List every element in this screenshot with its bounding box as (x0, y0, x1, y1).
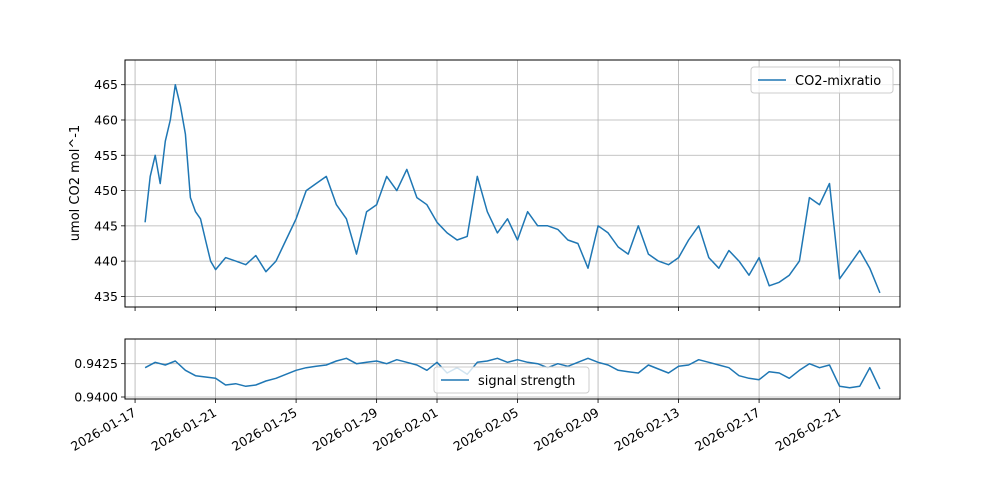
signal-y-tick-label: 0.9425 (74, 356, 118, 371)
signal-axes-frame (124, 338, 901, 400)
co2-y-tick-label: 435 (94, 289, 118, 304)
co2-legend: CO2-mixratio (750, 66, 894, 94)
co2-y-ticks: 435 440 445 450 455 460 465 (94, 77, 125, 304)
co2-x-ticks (134, 307, 841, 311)
signal-legend: signal strength (433, 366, 590, 394)
co2-y-axis-label: umol CO2 mol^-1 (68, 125, 83, 241)
co2-y-tick-label: 450 (94, 183, 118, 198)
signal-series (144, 357, 881, 390)
co2-legend-label: CO2-mixratio (795, 74, 881, 89)
signal-legend-box (433, 366, 590, 394)
co2-series (144, 83, 881, 294)
co2-legend-box (750, 66, 894, 94)
signal-y-ticks: 0.9400 0.9425 (74, 356, 125, 405)
signal-legend-label: signal strength (478, 374, 575, 389)
co2-y-tick-label: 440 (94, 254, 118, 269)
signal-y-tick-label: 0.9400 (74, 390, 118, 405)
signal-grid (125, 339, 900, 399)
signal-series-line (144, 357, 881, 390)
co2-axes-frame (124, 59, 901, 308)
co2-y-tick-label: 465 (94, 77, 118, 92)
co2-y-tick-label: 445 (94, 218, 118, 233)
co2-y-tick-label: 460 (94, 112, 118, 127)
co2-grid (125, 60, 900, 307)
co2-series-line (144, 83, 881, 294)
co2-chart-panel: 435 440 445 450 455 460 465 umol CO2 mol^-1 CO… (68, 59, 901, 311)
co2-y-tick-label: 455 (94, 148, 118, 163)
